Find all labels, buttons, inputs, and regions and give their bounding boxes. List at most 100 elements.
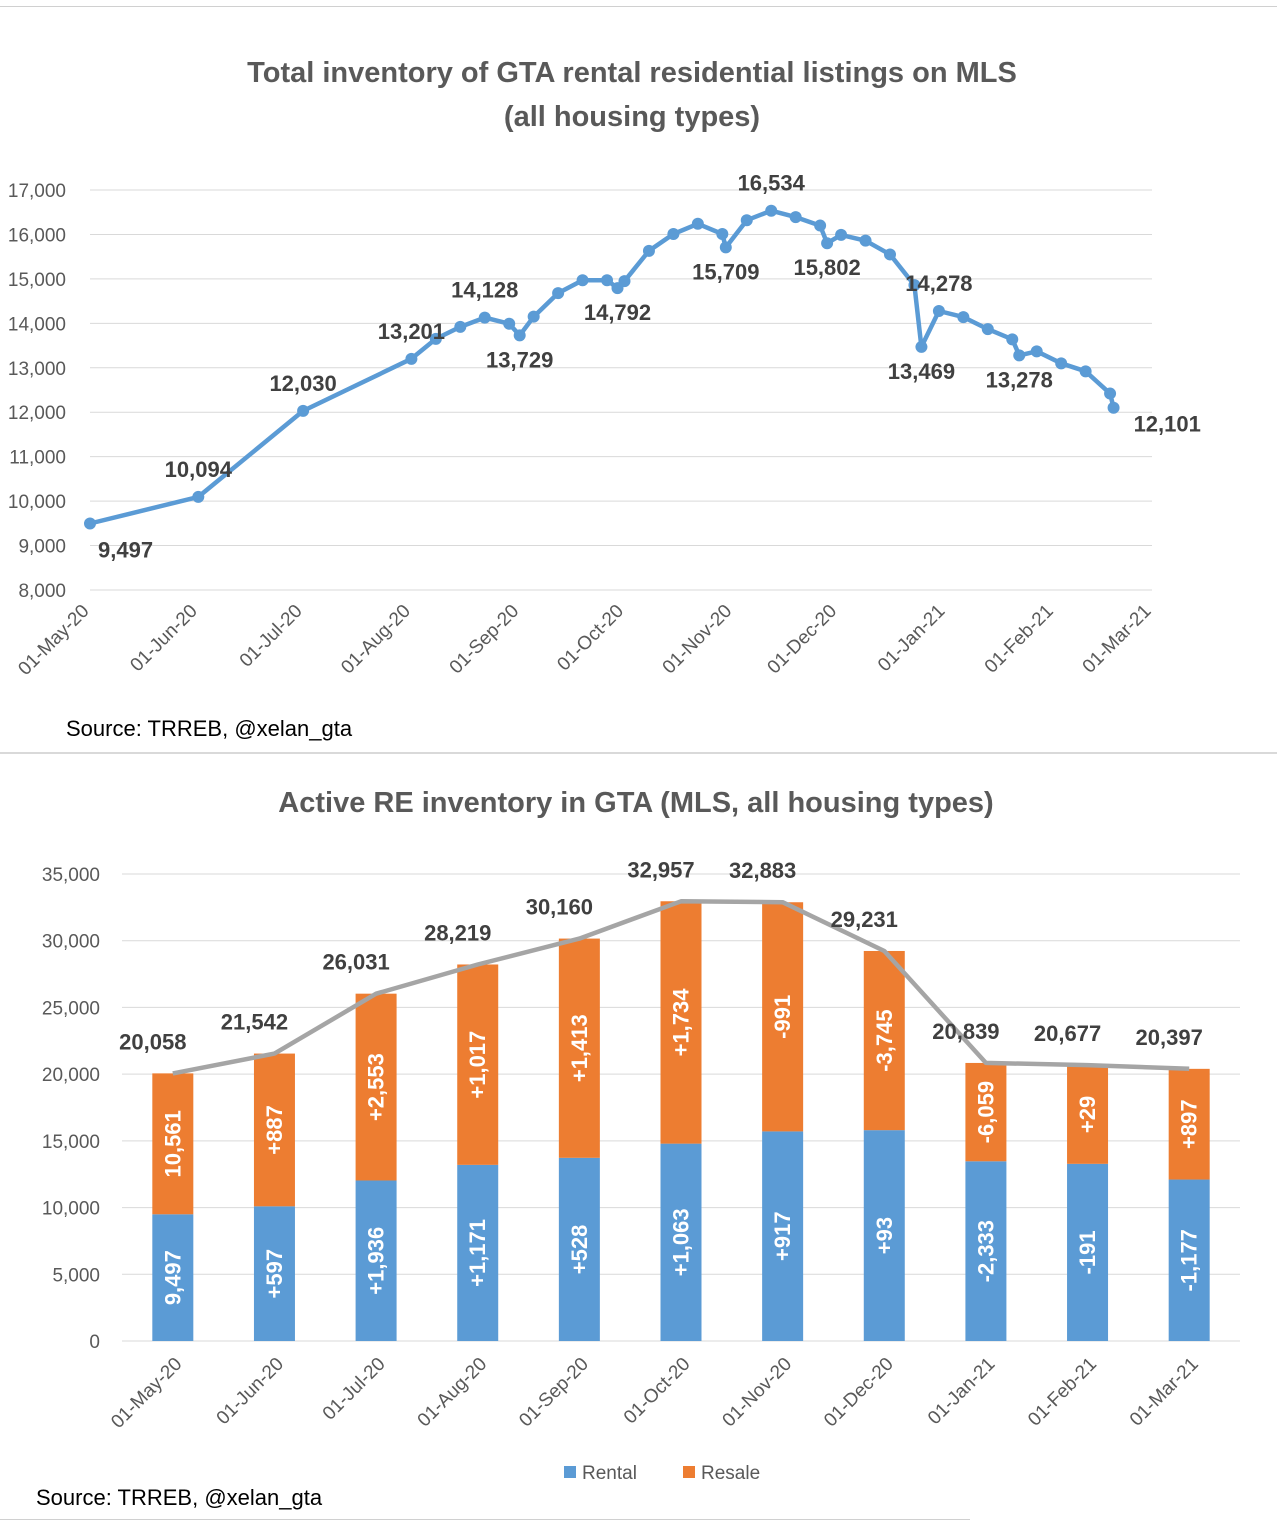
chart2-x-tick-label: 01-Nov-20 (719, 1354, 797, 1432)
chart1-data-point (429, 332, 442, 345)
chart1-data-point (835, 228, 848, 241)
chart1-x-tick-label: 01-Jun-20 (126, 601, 201, 676)
chart2-total-label: 20,058 (119, 1029, 186, 1054)
chart1-x-tick-label: 01-Jan-21 (874, 601, 949, 676)
chart2-rental-label: -2,333 (973, 1220, 998, 1282)
chart1-title-line2: (all housing types) (504, 101, 760, 133)
chart2-y-tick-label: 5,000 (52, 1265, 100, 1286)
chart2-bar-rental (863, 1130, 905, 1341)
chart2-total-label: 32,883 (729, 858, 796, 883)
chart1-data-point (478, 311, 491, 324)
chart1-data-point (576, 274, 589, 287)
chart2-total-label: 26,031 (322, 950, 389, 975)
chart1-data-point (932, 304, 945, 317)
chart1-data-label: 14,792 (584, 300, 651, 325)
chart1-data-point (1006, 333, 1019, 346)
chart1-y-tick-label: 15,000 (8, 270, 66, 291)
chart2-rental-label: +597 (262, 1249, 287, 1299)
chart2-rental-label: 9,497 (160, 1250, 185, 1305)
chart2-total-label: 20,397 (1136, 1025, 1203, 1050)
chart1-data-label: 13,469 (888, 359, 955, 384)
chart2-y-tick-label: 10,000 (42, 1199, 100, 1220)
chart2-bar-rental (1067, 1163, 1109, 1341)
chart2-total-label: 28,219 (424, 920, 491, 945)
legend-rental-swatch (564, 1466, 576, 1478)
chart2-data-labels: 9,497 10,561 +597 +887 +1,936 +2,553 +1,171 +1,… (119, 857, 1203, 1305)
chart2-bar-rental (253, 1206, 295, 1341)
chart1-x-tick-label: 01-Oct-20 (553, 601, 628, 676)
chart1-data-label: 14,278 (905, 271, 972, 296)
chart2-bar-resale (1168, 1068, 1210, 1180)
chart1-data-point (1013, 349, 1026, 362)
chart1-data-point (859, 234, 872, 247)
chart2-y-tick-label: 30,000 (42, 932, 100, 953)
chart1-data-point (1055, 357, 1068, 370)
chart1-x-tick-label: 01-Sep-20 (446, 601, 524, 679)
chart2-y-tick-label: 15,000 (42, 1132, 100, 1153)
chart1-data-point (716, 228, 729, 240)
chart2-x-tick-label: 01-Sep-20 (515, 1354, 593, 1432)
chart2-bar-resale (660, 901, 702, 1144)
chart1-data-label: 12,101 (1134, 412, 1201, 437)
chart2-total-label: 30,160 (526, 895, 593, 920)
chart2-total-label: 21,542 (221, 1010, 288, 1035)
chart-divider (0, 752, 1277, 754)
chart2-rental-label: +1,171 (465, 1219, 490, 1287)
chart2-y-tick-label: 0 (89, 1332, 100, 1353)
chart2-x-tick-label: 01-Jul-20 (319, 1354, 390, 1425)
chart1-y-tick-label: 14,000 (8, 314, 66, 335)
chart2-bar-resale (863, 950, 905, 1131)
chart2-resale-label: -991 (770, 995, 795, 1039)
chart1-x-tick-label: 01-Feb-21 (981, 601, 1058, 678)
chart1-y-tick-label: 8,000 (18, 581, 66, 602)
chart2-resale-label: +2,553 (364, 1053, 389, 1121)
chart1-data-label: 15,802 (793, 255, 860, 280)
chart1-x-tick-label: 01-Aug-20 (337, 601, 415, 679)
rental-listings-line-chart: Total inventory of GTA rental residentia… (8, 57, 1201, 680)
chart1-data-point (691, 217, 704, 230)
chart2-x-tick-label: 01-Mar-21 (1126, 1354, 1203, 1431)
chart1-data-label: 16,534 (738, 171, 806, 196)
chart1-data-point (527, 310, 540, 323)
chart2-bar-rental (558, 1157, 600, 1341)
chart1-data-point (915, 340, 928, 353)
chart2-rental-label: +917 (770, 1211, 795, 1261)
chart2-legend: Rental Resale (564, 1463, 760, 1484)
chart2-total-label: 20,839 (932, 1019, 999, 1044)
chart1-data-point (957, 311, 970, 324)
chart1-data-point (981, 323, 994, 336)
chart2-bars (152, 901, 1210, 1341)
chart2-x-tick-label: 01-Jan-21 (924, 1354, 999, 1429)
legend-resale-label: Resale (701, 1463, 760, 1484)
bottom-border (0, 1519, 970, 1520)
chart1-data-label: 15,709 (692, 259, 759, 284)
chart2-x-tick-label: 01-Oct-20 (620, 1354, 695, 1429)
chart1-data-point (601, 274, 614, 287)
chart2-bar-resale (762, 902, 804, 1132)
chart2-resale-label: +887 (262, 1105, 287, 1155)
chart2-resale-label: +1,734 (669, 988, 694, 1057)
chart2-bar-resale (355, 993, 397, 1181)
chart1-data-point (503, 317, 516, 330)
chart1-y-tick-label: 10,000 (8, 492, 66, 513)
chart1-data-label: 13,729 (486, 347, 553, 372)
chart2-bar-rental (152, 1214, 194, 1341)
chart2-rental-label: +528 (567, 1225, 592, 1275)
chart2-resale-label: -3,745 (872, 1009, 897, 1071)
chart2-bar-resale (965, 1062, 1007, 1162)
chart2-bar-resale (1067, 1065, 1109, 1164)
chart2-bar-resale (558, 938, 600, 1158)
chart2-x-tick-label: 01-Jun-20 (213, 1354, 288, 1429)
chart2-total-label: 20,677 (1034, 1021, 1101, 1046)
chart2-rental-label: +1,063 (669, 1208, 694, 1276)
chart2-bar-rental (965, 1161, 1007, 1341)
chart1-data-point (908, 279, 921, 292)
chart1-data-label: 14,128 (451, 278, 518, 303)
chart1-data-point (1079, 365, 1092, 378)
legend-rental-label: Rental (582, 1463, 637, 1484)
chart1-data-label: 12,030 (269, 371, 336, 396)
chart2-total-line-path (172, 899, 1190, 1076)
chart1-data-label: 13,201 (378, 319, 445, 344)
chart2-rental-label: +1,936 (364, 1227, 389, 1295)
